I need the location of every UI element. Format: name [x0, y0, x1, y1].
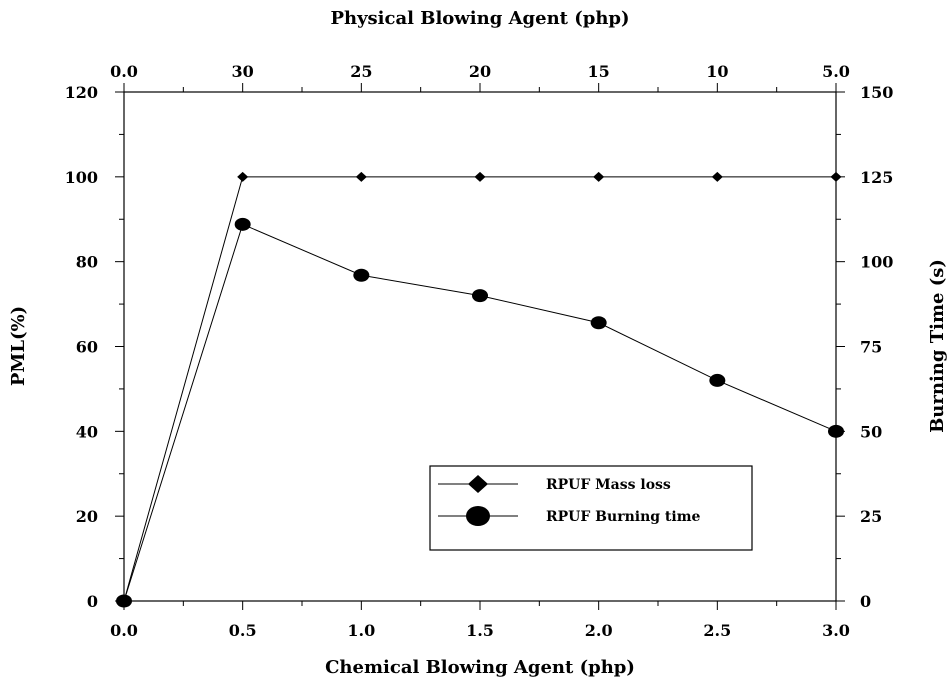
- data-point-burning-time: [234, 217, 251, 231]
- data-point-mass-loss: [830, 171, 842, 182]
- x2-tick-label: 10: [706, 62, 728, 81]
- tick-labels: 0.0 0.0 0.5 30 1.0 25 1.5 20 2.0 15 2.5 10 3.0 5.0 0 0 2…: [65, 62, 894, 640]
- data-point-mass-loss: [355, 171, 367, 182]
- x-tick-label: 3.0: [822, 621, 850, 640]
- legend-circle-icon: [466, 506, 490, 526]
- y-tick-label: 100: [65, 168, 98, 187]
- y-tick-label: 120: [65, 83, 98, 102]
- x-tick-label: 2.0: [585, 621, 613, 640]
- data-point-burning-time: [472, 289, 488, 303]
- y2-tick-label: 0: [860, 592, 871, 611]
- data-point-mass-loss: [474, 171, 486, 182]
- x2-tick-label: 25: [350, 62, 372, 81]
- y-tick-label: 0: [87, 592, 98, 611]
- data-point-mass-loss: [711, 171, 723, 182]
- x2-tick-label: 0.0: [110, 62, 138, 81]
- legend-label-mass-loss: RPUF Mass loss: [546, 477, 671, 493]
- data-point-burning-time: [116, 594, 132, 608]
- y-tick-label: 80: [76, 253, 98, 272]
- series-layer: [116, 171, 844, 608]
- y2-tick-label: 25: [860, 507, 882, 526]
- x-tick-label: 0.0: [110, 621, 138, 640]
- data-point-burning-time: [828, 424, 844, 438]
- x2-axis-title: Physical Blowing Agent (php): [330, 8, 629, 29]
- y2-axis-title: Burning Time (s): [927, 259, 948, 433]
- y2-tick-label: 75: [860, 338, 882, 357]
- data-point-mass-loss: [593, 171, 605, 182]
- y2-tick-label: 125: [860, 168, 893, 187]
- data-point-burning-time: [709, 373, 726, 387]
- x-tick-label: 2.5: [703, 621, 731, 640]
- y-tick-label: 60: [76, 338, 98, 357]
- x-axis-title: Chemical Blowing Agent (php): [325, 657, 635, 678]
- y2-tick-label: 100: [860, 253, 893, 272]
- y2-tick-label: 50: [860, 422, 882, 441]
- y-tick-label: 20: [76, 507, 98, 526]
- data-point-burning-time: [353, 268, 370, 282]
- x-tick-label: 0.5: [229, 621, 257, 640]
- data-point-mass-loss: [237, 171, 249, 182]
- legend-label-burning-time: RPUF Burning time: [546, 509, 701, 525]
- x2-tick-label: 5.0: [822, 62, 850, 81]
- x2-tick-label: 30: [232, 62, 254, 81]
- y-axis-title: PML(%): [8, 306, 29, 386]
- x2-tick-label: 15: [588, 62, 610, 81]
- legend-diamond-icon: [468, 475, 488, 493]
- legend: RPUF Mass loss RPUF Burning time: [429, 465, 753, 551]
- y2-tick-label: 150: [860, 83, 893, 102]
- x-tick-label: 1.0: [347, 621, 375, 640]
- y-tick-label: 40: [76, 422, 98, 441]
- x2-tick-label: 20: [469, 62, 491, 81]
- data-point-burning-time: [590, 316, 607, 330]
- x-tick-label: 1.5: [466, 621, 494, 640]
